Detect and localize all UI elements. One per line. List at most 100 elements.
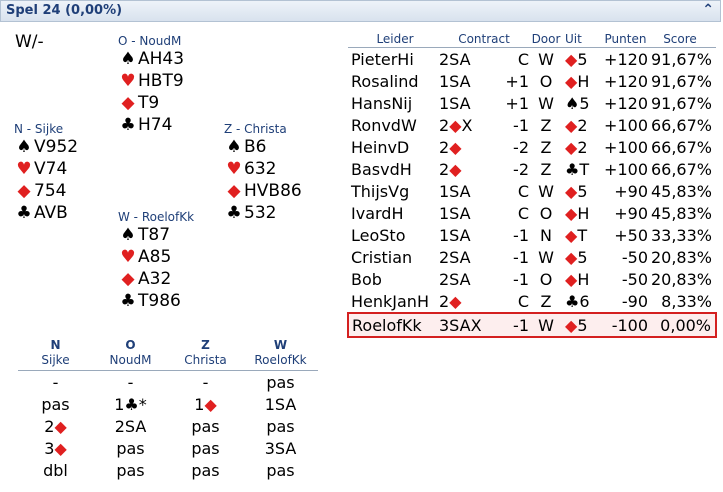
cell-uit: ◆5: [563, 180, 603, 202]
result-row[interactable]: Rosalind 1SA +1 O ◆H +120 91,67%: [348, 70, 716, 92]
bidding-direction: W: [273, 338, 288, 352]
cell-leider: Bob: [351, 269, 382, 289]
diamond-icon: ◆: [449, 291, 462, 311]
club-icon: ♣: [120, 115, 136, 135]
suit-clubs: ♣ 532: [224, 202, 302, 224]
bidding-player: RoelofKk: [243, 353, 318, 371]
col-header-door[interactable]: Door: [529, 30, 563, 48]
cell-score: 91,67%: [650, 49, 712, 69]
result-row[interactable]: IvardH 1SA C O ◆H +90 45,83%: [348, 202, 716, 224]
cell-uit: ◆2: [563, 114, 603, 136]
suit-hearts: ♥ V74: [14, 158, 78, 180]
cell-punten: -50: [621, 247, 648, 267]
cell-contract: 2SA: [439, 49, 471, 69]
club-icon: ♣: [226, 203, 242, 223]
collapse-icon[interactable]: ⌃: [702, 2, 714, 18]
col-header-contract[interactable]: Contract: [439, 30, 529, 48]
bid-cell: 1◆: [194, 394, 217, 414]
result-row[interactable]: RoelofKk 3SAX -1 W ◆5 -100 0,00%: [347, 312, 717, 338]
suit-spades: ♠ T87: [118, 224, 194, 246]
suit-spades: ♠ V952: [14, 136, 78, 158]
diamond-icon: ◆: [449, 115, 462, 135]
cell-door: W: [538, 49, 554, 69]
col-header-uit[interactable]: Uit: [563, 30, 603, 48]
diamond-icon: ◆: [227, 181, 241, 201]
result-row[interactable]: RonvdW 2◆X -1 Z ◆2 +100 66,67%: [348, 114, 716, 136]
bidding-row: 3◆ pas pas 3SA: [18, 437, 318, 459]
club-icon: ♣: [16, 203, 32, 223]
bid-cell: pas: [191, 460, 220, 480]
cell-punten: -90: [621, 291, 648, 311]
diamond-icon: ◆: [204, 394, 217, 414]
suit-hearts: ♥ 632: [224, 158, 302, 180]
bid-cell: 3◆: [44, 438, 67, 458]
lead-rank: H: [577, 71, 590, 91]
cell-score: 45,83%: [650, 203, 712, 223]
result-row[interactable]: LeoSto 1SA -1 N ◆T +50 33,33%: [348, 224, 716, 246]
cell-score: 91,67%: [650, 71, 712, 91]
bid-cell: -: [127, 372, 134, 392]
lead-rank: 5: [577, 49, 588, 69]
cell-result: -1: [513, 247, 529, 267]
cell-score: 91,67%: [650, 93, 712, 113]
result-row[interactable]: BasvdH 2◆ -2 Z ♣T +100 66,67%: [348, 158, 716, 180]
cell-score: 0,00%: [648, 312, 717, 338]
bidding-player-row: Sijke NoudM Christa RoelofKk: [18, 353, 318, 371]
player-label: O - NoudM: [118, 34, 182, 48]
cell-leider: Cristian: [351, 247, 413, 267]
diamond-icon: ◆: [565, 225, 578, 245]
bid-cell: pas: [266, 460, 295, 480]
result-row[interactable]: HansNij 1SA +1 W ♠5 +120 91,67%: [348, 92, 716, 114]
cell-leider: HenkJanH: [351, 291, 429, 311]
cell-result: +1: [505, 71, 529, 91]
hand-north: O - NoudM ♠ AH43 ♥ HBT9 ◆ T9 ♣ H74: [118, 34, 184, 136]
cell-result: +1: [505, 93, 529, 113]
result-row[interactable]: HenkJanH 2◆ C Z ♣6 -90 8,33%: [348, 290, 716, 313]
cell-contract: 1SA: [439, 93, 471, 113]
cell-result: -2: [513, 137, 529, 157]
bidding-row: 2◆ 2SA pas pas: [18, 415, 318, 437]
cell-punten: +50: [614, 225, 648, 245]
col-header-score[interactable]: Score: [648, 30, 716, 48]
results-table: Leider Contract Door Uit Punten Score Pi…: [347, 30, 717, 338]
bid-cell: pas: [266, 416, 295, 436]
bid-cell: pas: [41, 394, 70, 414]
cell-result: -1: [513, 115, 529, 135]
bid-cell: dbl: [43, 460, 68, 480]
col-header-punten[interactable]: Punten: [603, 30, 648, 48]
cell-door: O: [539, 269, 553, 289]
cell-contract: 3SAX: [439, 312, 495, 338]
spade-icon: ♠: [120, 49, 136, 69]
cell-leider: ThijsVg: [351, 181, 410, 201]
cell-leider: RonvdW: [351, 115, 417, 135]
club-icon: ♣: [565, 291, 580, 311]
cell-contract: 2◆X: [439, 115, 473, 135]
cell-punten: +100: [604, 115, 648, 135]
result-row[interactable]: Cristian 2SA -1 W ◆5 -50 20,83%: [348, 246, 716, 268]
lead-rank: 5: [577, 315, 588, 335]
result-row[interactable]: PieterHi 2SA C W ◆5 +120 91,67%: [348, 48, 716, 71]
cell-punten: +120: [604, 93, 648, 113]
result-row[interactable]: ThijsVg 1SA C W ◆5 +90 45,83%: [348, 180, 716, 202]
result-row[interactable]: Bob 2SA -1 O ◆H -50 20,83%: [348, 268, 716, 290]
hand-south: W - RoelofKk ♠ T87 ♥ A85 ◆ A32 ♣ T986: [118, 210, 194, 312]
col-header-leider[interactable]: Leider: [348, 30, 439, 48]
cell-leider: LeoSto: [351, 225, 406, 245]
lead-rank: 6: [579, 291, 590, 311]
cell-contract: 2◆: [439, 159, 462, 179]
cell-score: 45,83%: [650, 181, 712, 201]
cell-uit: ◆H: [563, 202, 603, 224]
cell-leider: BasvdH: [351, 159, 412, 179]
lead-rank: H: [577, 203, 590, 223]
result-row[interactable]: HeinvD 2◆ -2 Z ◆2 +100 66,67%: [348, 136, 716, 158]
bidding-row: pas 1♣* 1◆ 1SA: [18, 393, 318, 415]
bidding-direction: Z: [201, 338, 210, 352]
lead-rank: 2: [577, 115, 588, 135]
lead-rank: T: [577, 225, 588, 245]
cell-punten: +120: [604, 71, 648, 91]
cell-uit: ♠5: [563, 92, 603, 114]
spade-icon: ♠: [565, 93, 580, 113]
cell-result: C: [517, 181, 529, 201]
bid-cell: pas: [116, 438, 145, 458]
